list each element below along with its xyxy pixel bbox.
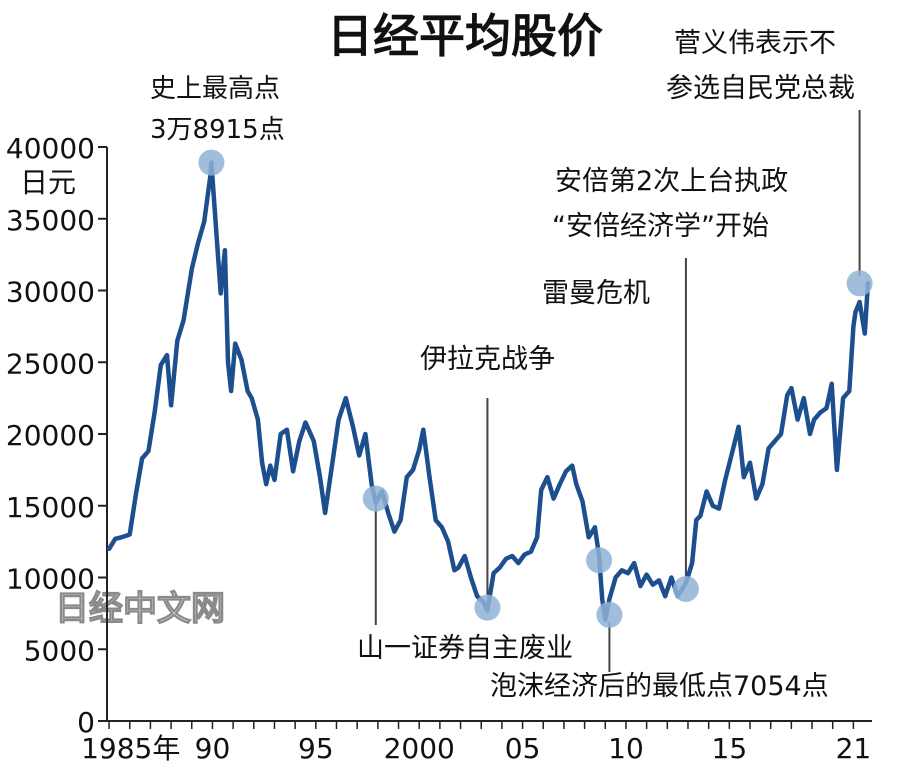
annotation-marker [474,594,501,621]
y-tick-label: 20000 [6,419,95,452]
x-tick-label: 15 [712,732,748,765]
annotation-marker [596,601,623,628]
y-axis-label: 日元 [20,166,76,199]
annotation-marker [846,270,873,297]
annotation-label: 安倍第2次上台执政 [555,166,788,197]
y-tick-label: 40000 [6,132,95,165]
annotation-label: 泡沫经济后的最低点7054点 [490,671,829,702]
x-tick-label: 05 [505,732,541,765]
x-tick-label: 1985年 [81,732,180,765]
series-line [106,160,871,623]
y-tick-label: 35000 [6,204,95,237]
y-tick-label: 25000 [6,347,95,380]
y-tick-label: 30000 [6,276,95,309]
annotation-label: 菅义伟表示不 [674,28,836,59]
annotation-marker [362,485,389,512]
watermark: 日经中文网 [55,589,225,629]
x-tick-label: 90 [195,732,231,765]
x-tick-label: 2000 [384,732,455,765]
x-tick-label: 95 [298,732,334,765]
chart-title: 日经平均股价 [327,9,603,63]
annotation-label: 雷曼危机 [542,278,650,309]
annotation-label: 山一证券自主废业 [357,633,573,664]
annotation-label: 史上最高点 [150,74,280,104]
y-tick-label: 15000 [6,491,95,524]
annotation-marker [672,575,699,602]
x-tick-label: 10 [608,732,644,765]
annotation-label-line2: 参选自民党总裁 [666,73,855,104]
annotation-label-line2: “安倍经济学”开始 [552,211,769,242]
annotation-label: 伊拉克战争 [420,344,555,375]
annotation-label-line2: 3万8915点 [150,115,285,145]
annotation-marker [198,149,225,176]
y-tick-label: 5000 [24,634,95,667]
x-tick-label: 21 [836,732,872,765]
y-tick-label: 10000 [6,563,95,596]
y-tick-label: 0 [77,706,95,739]
annotation-marker [586,547,613,574]
